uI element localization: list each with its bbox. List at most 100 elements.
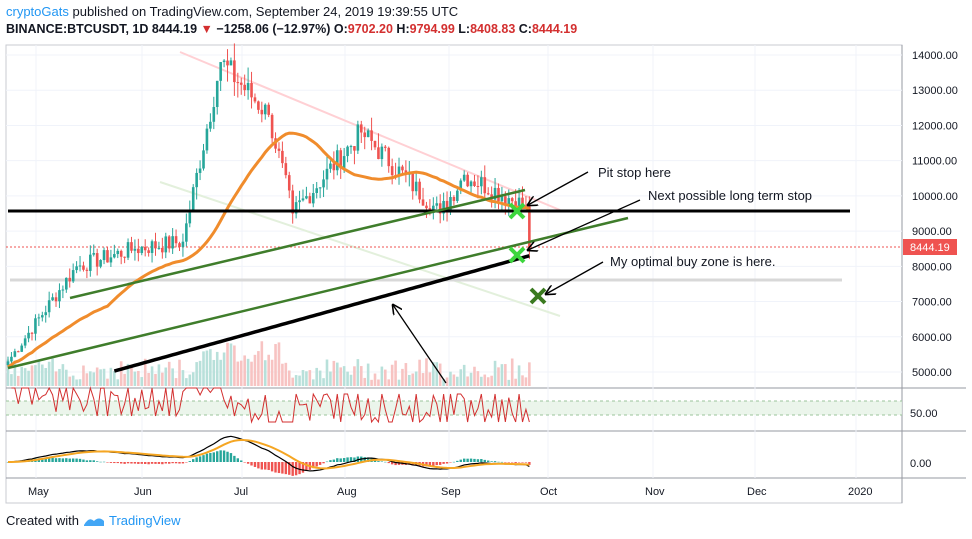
macd-bar <box>119 462 123 464</box>
volume-bar <box>414 371 418 386</box>
chart-frame <box>5 44 903 504</box>
candle <box>411 173 415 192</box>
macd-bar <box>58 458 61 462</box>
time-tick-label: Aug <box>337 486 357 498</box>
macd-bar <box>504 462 507 463</box>
volume-bar <box>445 377 449 386</box>
volume-bar <box>181 370 185 386</box>
macd-bar <box>318 462 322 465</box>
candle <box>78 265 82 267</box>
candle <box>54 297 58 302</box>
macd-bar <box>480 459 483 462</box>
candle <box>167 236 171 249</box>
macd-bar <box>270 462 274 472</box>
volume-bar <box>329 371 332 386</box>
volume-bar <box>339 367 343 386</box>
volume-bar <box>284 362 288 386</box>
volume-bar <box>246 358 250 386</box>
macd-bar <box>521 462 524 463</box>
volume-bar <box>85 373 89 386</box>
volume-bar <box>442 379 445 386</box>
candle <box>191 187 195 212</box>
candle <box>209 121 212 129</box>
volume-bar <box>387 379 391 386</box>
time-tick-label: Sep <box>441 486 461 498</box>
candle <box>462 174 466 181</box>
candle <box>178 243 181 248</box>
candle <box>215 80 219 108</box>
volume-bar <box>462 364 466 386</box>
volume-bar <box>236 361 240 386</box>
macd-bar <box>116 462 119 464</box>
rsi-axis-label: 50.00 <box>910 408 938 420</box>
candle <box>298 200 301 203</box>
candle <box>47 300 51 313</box>
macd-bar <box>85 460 89 462</box>
candle <box>528 206 531 251</box>
symbol-info: BINANCE:BTCUSDT, 1D 8444.19 ▼ −1258.06 (… <box>6 22 577 36</box>
candle <box>246 82 250 91</box>
candle <box>133 248 137 251</box>
candle <box>486 193 490 195</box>
candle <box>37 317 41 319</box>
volume-bar <box>140 377 144 386</box>
candle <box>456 190 459 201</box>
macd-bar <box>82 459 85 462</box>
candle <box>480 177 483 187</box>
volume-bar <box>322 378 325 386</box>
price-tick-label: 13000.00 <box>912 85 958 97</box>
candle <box>401 166 404 171</box>
candle <box>507 198 511 205</box>
volume-bar <box>294 375 298 386</box>
volume-bar <box>23 368 27 386</box>
time-tick-label: May <box>28 486 49 498</box>
signal-line <box>7 438 530 470</box>
candle <box>253 97 257 102</box>
volume-bar <box>133 371 137 386</box>
tradingview-brand[interactable]: TradingView <box>108 513 181 528</box>
footer: Created with TradingView <box>6 513 181 528</box>
candle <box>332 163 336 171</box>
macd-bar <box>54 458 58 462</box>
publish-text: published on TradingView.com, September … <box>72 4 459 19</box>
volume-bar <box>6 359 10 386</box>
volume-bar <box>363 377 367 386</box>
low-label: L: <box>458 22 471 36</box>
volume-bar <box>253 354 257 386</box>
macd-bar <box>325 461 329 463</box>
resistance-line <box>179 51 561 211</box>
macd-bar <box>432 462 435 466</box>
volume-bar <box>239 360 243 386</box>
macd-bar <box>493 461 497 462</box>
macd-bar <box>301 462 305 473</box>
macd-bar <box>161 462 164 465</box>
volume-bar <box>99 369 102 386</box>
candle <box>390 166 394 176</box>
volume-bar <box>130 366 133 386</box>
candle <box>239 82 243 85</box>
macd-bar <box>483 459 486 462</box>
volume-bar <box>432 362 435 386</box>
volume-bar <box>287 370 291 386</box>
price-tick-label: 14000.00 <box>912 50 958 62</box>
volume-bar <box>291 377 294 386</box>
open-label: O: <box>333 22 348 36</box>
volume-bar <box>305 371 308 386</box>
candle <box>41 315 44 318</box>
volume-bar <box>497 367 500 386</box>
macd-bar <box>192 459 195 462</box>
volume-bar <box>260 341 264 386</box>
price-tick-label: 9000.00 <box>912 226 952 238</box>
volume-bar <box>229 343 233 386</box>
volume-bar <box>178 359 181 386</box>
volume-bar <box>421 373 425 386</box>
candle <box>106 250 109 263</box>
candle <box>267 104 270 115</box>
candle <box>58 290 61 302</box>
author-name[interactable]: cryptoGats <box>6 4 69 19</box>
time-tick-label: Dec <box>747 486 767 498</box>
volume-bar <box>449 371 452 386</box>
macd-bar <box>71 458 75 462</box>
macd-bar <box>233 455 236 462</box>
